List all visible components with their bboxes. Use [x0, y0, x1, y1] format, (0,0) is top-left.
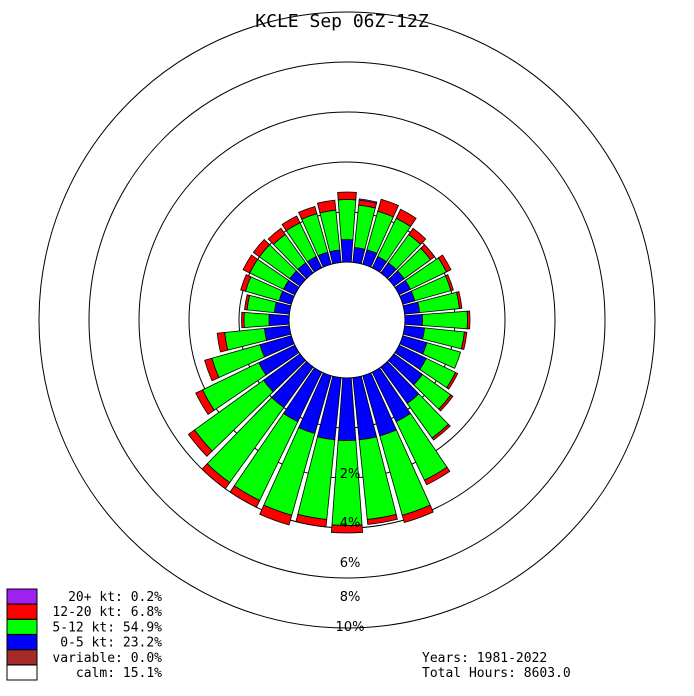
- bar-150-1220kt: [423, 466, 451, 486]
- bar-220-1220kt: [201, 463, 231, 490]
- bar-10-05kt: [352, 246, 366, 265]
- bar-160-1220kt: [401, 504, 434, 524]
- bar-290-1220kt: [240, 274, 252, 292]
- bar-340-1220kt: [298, 205, 318, 220]
- bar-0-05kt: [340, 239, 354, 263]
- bar-90-512kt: [421, 310, 468, 330]
- legend-label-2: 5-12 kt: 54.9%: [52, 620, 162, 635]
- bar-0-1220kt: [337, 191, 357, 201]
- bar-280-05kt: [273, 301, 292, 315]
- bar-10-20kt: [358, 198, 378, 204]
- bar-50-1220kt: [420, 244, 436, 261]
- ring-label-3: 6%: [340, 556, 361, 571]
- ring-labels: 2% 4% 6% 8% 10%: [336, 467, 365, 635]
- bar-250-1220kt: [204, 357, 220, 382]
- legend-label-0: 20+ kt: 0.2%: [68, 590, 162, 605]
- total-hours-text: Total Hours: 8603.0: [422, 666, 571, 681]
- bar-80-1220kt: [456, 291, 463, 310]
- bar-260-1220kt: [216, 331, 229, 353]
- bar-120-1220kt: [446, 371, 459, 390]
- legend-swatch-0: [6, 588, 38, 605]
- bar-180-05kt: [337, 377, 357, 441]
- bar-60-1220kt: [437, 254, 452, 273]
- bar-230-1220kt: [187, 429, 213, 457]
- bar-350-1220kt: [316, 199, 337, 214]
- bar-30-1220kt: [395, 208, 417, 228]
- bar-180-512kt: [331, 439, 363, 526]
- bar-90-05kt: [404, 314, 423, 326]
- bar-100-1220kt: [460, 331, 468, 351]
- bar-270-512kt: [243, 312, 270, 328]
- legend-swatch-5: [6, 664, 38, 681]
- legend-swatch-4: [6, 649, 38, 666]
- bar-140-1220kt: [431, 423, 451, 441]
- bar-310-1220kt: [252, 238, 271, 258]
- bar-70-1220kt: [444, 274, 454, 292]
- legend-label-1: 12-20 kt: 6.8%: [52, 605, 162, 620]
- bar-280-1220kt: [244, 294, 251, 311]
- range-ring-8: [88, 61, 606, 579]
- bar-320-1220kt: [267, 227, 286, 245]
- bar-90-1220kt: [466, 310, 471, 330]
- calm-circle: [288, 261, 406, 379]
- bar-300-1220kt: [242, 254, 259, 274]
- chart-title: KCLE Sep 06Z-12Z: [255, 11, 429, 32]
- bar-180-1220kt: [330, 524, 364, 534]
- bar-240-1220kt: [195, 389, 215, 415]
- wind-bars: [187, 191, 471, 534]
- bar-210-1220kt: [229, 485, 261, 508]
- bar-0-512kt: [337, 199, 357, 241]
- bar-80-05kt: [402, 301, 421, 315]
- bar-170-1220kt: [366, 513, 398, 525]
- years-text: Years: 1981-2022: [422, 651, 547, 666]
- bar-190-1220kt: [295, 513, 328, 528]
- bar-270-05kt: [268, 313, 290, 327]
- bar-40-1220kt: [408, 227, 427, 245]
- bar-330-1220kt: [281, 215, 301, 232]
- bar-200-1220kt: [259, 504, 293, 526]
- range-ring-10: [38, 11, 656, 629]
- legend-swatch-1: [6, 603, 38, 620]
- legend-label-4: variable: 0.0%: [52, 651, 162, 666]
- legend-label-3: 0-5 kt: 23.2%: [60, 636, 162, 651]
- range-rings: [38, 11, 656, 629]
- legend: 20+ kt: 0.2%12-20 kt: 6.8%5-12 kt: 54.9%…: [6, 588, 162, 681]
- bar-270-1220kt: [241, 311, 245, 329]
- ring-label-1: 2%: [340, 467, 361, 482]
- bar-350-05kt: [329, 249, 342, 265]
- ring-label-2: 4%: [340, 516, 361, 531]
- ring-label-5: 10%: [336, 620, 365, 635]
- ring-label-4: 8%: [340, 590, 361, 605]
- bar-130-1220kt: [438, 394, 454, 412]
- legend-swatch-2: [6, 618, 38, 635]
- bar-110-512kt: [422, 342, 462, 369]
- bar-20-1220kt: [377, 198, 399, 218]
- legend-label-5: calm: 15.1%: [76, 666, 162, 681]
- legend-swatch-3: [6, 634, 38, 651]
